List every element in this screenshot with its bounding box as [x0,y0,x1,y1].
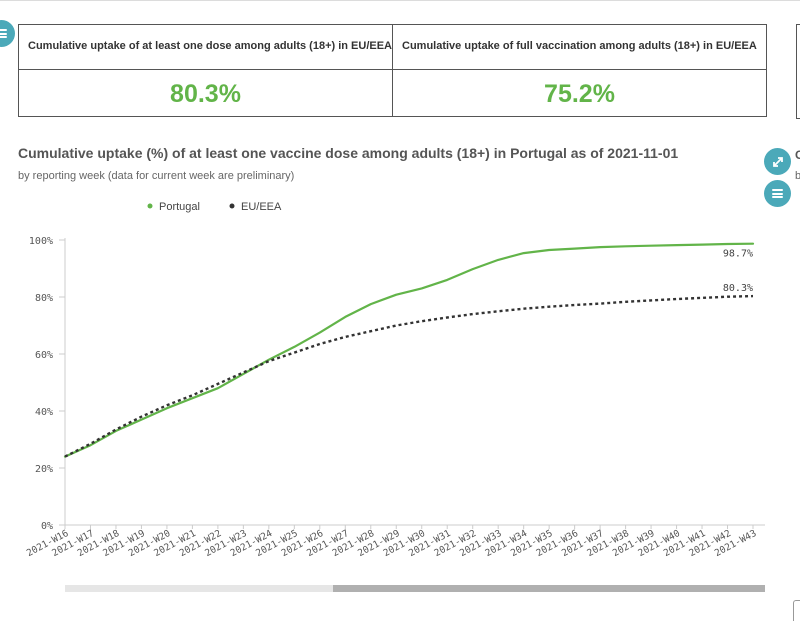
data-label-portugal: 98.7% [723,249,753,260]
line-chart: 0%20%40%60%80%100%2021-W162021-W172021-W… [25,201,765,559]
kpi-label: Cumulative uptake of at least one dose a… [19,25,392,70]
legend-marker [229,203,235,209]
kpi-card-first-dose: Cumulative uptake of at least one dose a… [18,24,393,117]
kpi-label: Cumulative uptake of full vaccination am… [393,25,766,70]
y-tick-label: 100% [29,236,53,247]
chart-title: Cumulative uptake (%) of at least one va… [18,145,679,161]
chart-scroll-thumb[interactable] [333,585,765,592]
chart-menu-button[interactable] [764,180,791,207]
menu-icon [0,29,7,38]
legend-label: Portugal [159,201,200,213]
menu-icon [772,189,783,198]
series-line-eu-eea [64,294,754,458]
side-kpi-card-edge [796,24,800,119]
kpi-value: 80.3% [170,80,241,108]
y-tick-label: 40% [35,407,53,418]
chart-subtitle: by reporting week (data for current week… [18,170,295,182]
top-divider [0,0,800,1]
menu-button[interactable] [0,20,15,47]
legend-marker [147,203,153,209]
kpi-value: 75.2% [544,80,615,108]
expand-button[interactable] [764,148,791,175]
legend-label: EU/EEA [241,201,282,213]
side-panel-subtitle: b [795,170,800,182]
side-panel-title: C [795,148,800,162]
y-tick-label: 60% [35,350,53,361]
next-panel-corner [793,600,800,621]
y-tick-label: 80% [35,293,53,304]
expand-icon [772,156,783,167]
y-tick-label: 0% [41,521,53,532]
series-line-portugal [63,242,755,458]
kpi-card-full-vaccination: Cumulative uptake of full vaccination am… [392,24,767,117]
data-label-eu-eea: 80.3% [723,283,753,294]
y-tick-label: 20% [35,464,53,475]
